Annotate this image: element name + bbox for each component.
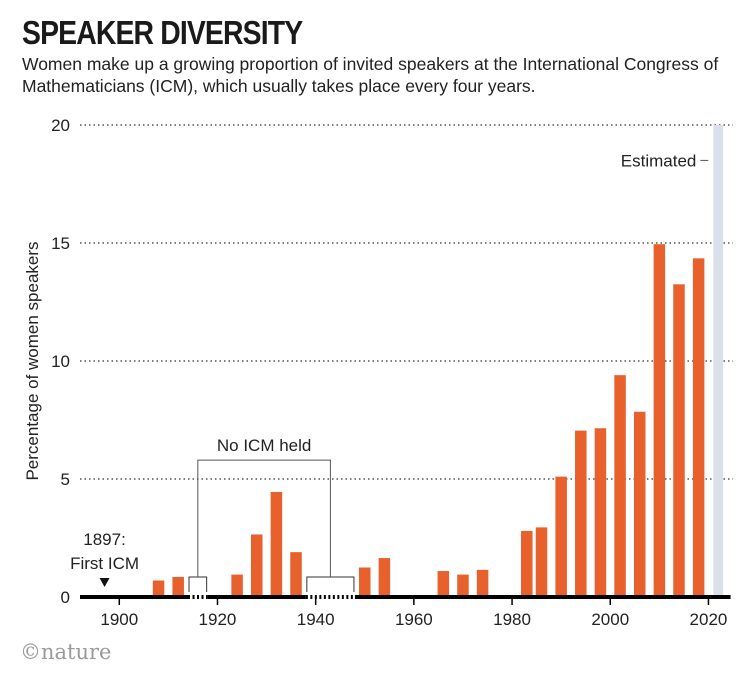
bar-1936 xyxy=(290,552,302,597)
y-axis-label: Percentage of women speakers xyxy=(23,241,42,480)
x-tick-label-1940: 1940 xyxy=(297,610,335,629)
x-tick-label-1960: 1960 xyxy=(395,610,433,629)
bar-1970 xyxy=(457,574,469,597)
gap-bracket-1 xyxy=(306,576,355,592)
bar-2018 xyxy=(692,258,705,597)
y-tick-label-5: 5 xyxy=(61,470,70,489)
bar-1966 xyxy=(437,571,450,597)
bar-2002 xyxy=(614,375,626,597)
bar-1912 xyxy=(172,576,184,597)
estimated-band-group: Estimated xyxy=(621,125,724,597)
first-icm-label-line1: 1897: xyxy=(83,530,126,549)
bar-1990 xyxy=(555,476,567,597)
x-tick-label-1920: 1920 xyxy=(199,610,237,629)
bar-1974 xyxy=(476,569,489,597)
bar-1954 xyxy=(378,558,391,597)
bar-2014 xyxy=(673,284,685,597)
no-icm-held-label: No ICM held xyxy=(217,436,311,455)
gap-bracket-0 xyxy=(188,576,208,592)
chart-title: SPEAKER DIVERSITY xyxy=(22,14,303,51)
x-tick-label-1980: 1980 xyxy=(493,610,531,629)
bar-1924 xyxy=(231,574,243,597)
y-tick-label-15: 15 xyxy=(51,234,70,253)
bar-1908 xyxy=(152,580,165,597)
x-tick-label-2000: 2000 xyxy=(591,610,629,629)
y-tick-label-0: 0 xyxy=(61,588,70,607)
y-tick-label-10: 10 xyxy=(51,352,70,371)
bar-1932 xyxy=(270,491,283,597)
bar-1986 xyxy=(535,527,548,597)
no-icm-bracket xyxy=(197,459,331,577)
y-tick-label-20: 20 xyxy=(51,116,70,135)
x-axis: 1900 1920 1940 1960 1980 2000 2020 xyxy=(80,595,731,629)
bar-1998 xyxy=(594,428,607,597)
bar-1950 xyxy=(359,567,371,597)
bar-1928 xyxy=(251,534,263,597)
x-tick-label-2020: 2020 xyxy=(690,610,728,629)
bar-2010 xyxy=(653,244,666,597)
first-icm-marker xyxy=(99,578,110,587)
estimated-band xyxy=(713,125,724,597)
bars xyxy=(152,244,705,597)
estimated-label: Estimated xyxy=(621,151,697,170)
bar-1983 xyxy=(521,530,533,597)
x-tick-label-1900: 1900 xyxy=(100,610,138,629)
chart-subtitle: Women make up a growing proportion of in… xyxy=(22,54,719,96)
grid-lines: 0 5 10 15 20 xyxy=(51,116,733,607)
bar-1994 xyxy=(575,430,587,597)
annotations: No ICM held 1897: First ICM xyxy=(70,436,355,592)
bar-2006 xyxy=(633,411,646,597)
nature-logo: ©nature xyxy=(20,640,112,664)
first-icm-label-line2: First ICM xyxy=(70,554,139,573)
